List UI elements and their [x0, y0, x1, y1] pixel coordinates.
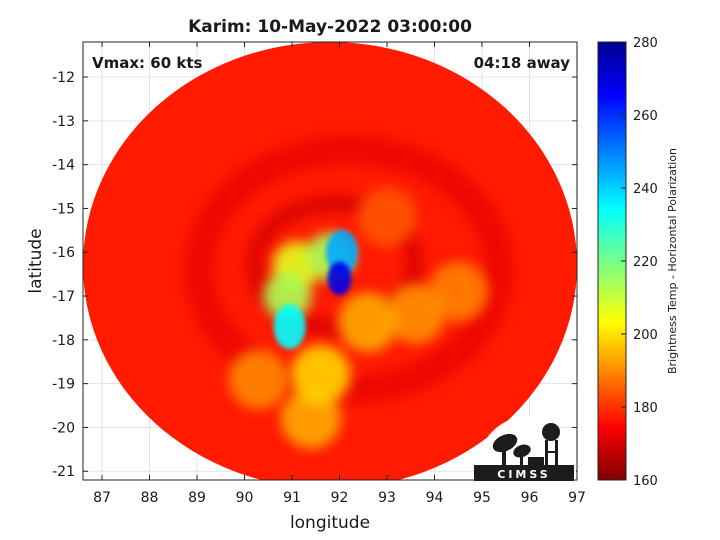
swath-feature	[385, 283, 446, 344]
x-tick-label: 90	[236, 490, 254, 506]
colorbar-tick-label: 260	[633, 109, 658, 124]
colorbar-tick-label: 200	[633, 328, 658, 343]
x-tick-label: 92	[331, 490, 349, 506]
y-tick-label: -17	[52, 289, 75, 305]
y-tick-label: -13	[52, 114, 75, 130]
y-tick-label: -19	[52, 377, 75, 393]
swath-feature	[290, 344, 351, 405]
y-tick-label: -14	[52, 158, 75, 174]
swath-feature	[357, 187, 417, 248]
colorbar-tick-label: 280	[633, 36, 658, 51]
axes-frame	[82, 41, 578, 481]
swath-feature	[273, 304, 306, 350]
y-tick-label: -21	[52, 464, 75, 480]
time-offset-label: 04:18 away	[474, 54, 571, 72]
y-axis: -12 -13 -14 -15 -16 -17 -18 -19 -20 -21	[52, 70, 577, 480]
swath-feature	[338, 292, 398, 353]
swath-feature	[325, 229, 358, 275]
x-tick-label: 87	[93, 490, 111, 506]
colorbar-tick-label: 180	[633, 401, 658, 416]
x-tick-label: 97	[568, 490, 586, 506]
spiral-band	[245, 194, 424, 337]
x-tick-label: 94	[426, 490, 444, 506]
y-tick-label: -12	[52, 70, 75, 86]
swath-feature	[263, 272, 312, 321]
y-tick-label: -15	[52, 201, 75, 217]
x-tick-label: 96	[521, 490, 539, 506]
x-tick-label: 89	[188, 490, 206, 506]
x-axis-label: longitude	[290, 513, 370, 533]
x-tick-label: 95	[473, 490, 491, 506]
x-tick-label: 91	[283, 490, 301, 506]
y-tick-label: -18	[52, 333, 75, 349]
swath-image	[83, 42, 577, 480]
chart-title: Karim: 10-May-2022 03:00:00	[188, 17, 472, 37]
vmax-label: Vmax: 60 kts	[92, 54, 202, 72]
y-tick-label: -20	[52, 420, 75, 436]
logo-text: CIMSS	[497, 468, 550, 481]
swath-feature	[327, 261, 352, 296]
colorbar-tick-label: 220	[633, 255, 658, 270]
colorbar-ticks: 160 180 200 220 240 260 280	[621, 36, 658, 489]
colorbar-tick-label: 240	[633, 182, 658, 197]
colorbar-tick-label: 160	[633, 474, 658, 489]
y-tick-label: -16	[52, 245, 75, 261]
swath-feature	[228, 349, 289, 410]
spiral-band	[185, 135, 513, 404]
x-tick-label: 88	[141, 490, 159, 506]
y-axis-label: latitude	[26, 228, 46, 293]
cimss-logo: CIMSS	[474, 416, 576, 481]
x-tick-label: 93	[378, 490, 396, 506]
colorbar-label: Brightness Temp - Horizontal Polarizatio…	[666, 148, 679, 374]
